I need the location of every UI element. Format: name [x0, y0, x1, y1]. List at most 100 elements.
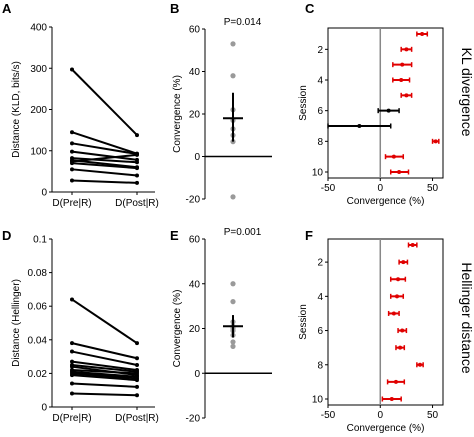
panel-a-pair-line — [71, 153, 138, 163]
panel-f-session-mean — [400, 328, 405, 333]
panel-b-data-point — [230, 194, 236, 200]
panel-c-session-mean — [397, 170, 402, 174]
panel-label-b: B — [170, 1, 179, 16]
panel-f-y-tick-label: 8 — [317, 360, 323, 371]
panel-d-pair-line — [71, 392, 138, 397]
panel-d-pair-line — [71, 374, 138, 382]
panel-d-pair-line — [71, 350, 138, 366]
panel-f-session-mean — [393, 379, 398, 384]
panel-d-pre-point — [70, 373, 74, 378]
panel-d-y-tick-label: 0.06 — [28, 302, 48, 313]
panel-f-x-tick-label: 50 — [427, 410, 439, 421]
panel-b-y-tick-label: 0 — [194, 152, 200, 163]
panel-d-pair-line — [71, 360, 138, 372]
panel-c-x-tick-label: 50 — [427, 183, 439, 194]
panel-d-post-point — [135, 371, 139, 376]
panel-b-data-point — [230, 41, 236, 47]
panel-f-session-mean — [391, 311, 396, 316]
panel-d-x-tick-label: D(Pre|R) — [52, 413, 91, 424]
panel-label-d: D — [2, 228, 11, 243]
panel-a-pre-point — [70, 161, 74, 166]
panel-c-y-tick-label: 8 — [317, 137, 323, 148]
panel-c-session-mean — [357, 124, 362, 128]
panel-f-y-tick-label: 10 — [312, 395, 324, 406]
panel-c-session-mean — [433, 139, 438, 144]
panel-f-session-mean — [410, 243, 415, 247]
panel-c-y-tick-label: 10 — [312, 168, 324, 179]
panel-a-post-point — [135, 152, 139, 157]
panel-d-chart: 0 0.02 0.04 0.06 0.08 0.1 D(Pre|R) D(Post|R) Dis… — [11, 235, 159, 425]
panel-e-y-tick-label: 40 — [189, 279, 201, 290]
panel-d-pair-line — [71, 382, 138, 388]
panel-d-pair-line — [71, 364, 138, 373]
panel-f-session-mean — [389, 397, 394, 401]
panel-f-y-tick-label: 2 — [317, 258, 323, 269]
panel-a-y-tick-label: 100 — [30, 146, 47, 157]
panel-d-pre-point — [70, 381, 74, 386]
panel-e-y-tick-label: -20 — [186, 414, 201, 425]
panel-b-data-point — [230, 73, 236, 79]
panel-d-pre-point — [70, 297, 74, 302]
panel-c-session-mean — [386, 108, 391, 113]
panel-a-pre-point — [70, 67, 74, 72]
panel-a-y-tick-label: 0 — [41, 188, 47, 199]
panel-e-data-point — [230, 339, 236, 345]
panel-d-pre-point — [70, 391, 74, 396]
panel-a-y-tick-label: 200 — [30, 105, 47, 116]
panel-f-y-tick-label: 6 — [317, 326, 323, 337]
panel-label-e: E — [170, 228, 179, 243]
panel-f-y-tick-label: 4 — [317, 292, 323, 303]
panel-b-y-tick-label: 60 — [189, 25, 201, 36]
panel-a-x-tick-label: D(Post|R) — [115, 198, 159, 209]
panel-d-pre-point — [70, 359, 74, 364]
panel-e-p-value: P=0.001 — [224, 227, 262, 238]
panel-d-post-point — [135, 378, 139, 383]
panel-a-pre-point — [70, 130, 74, 135]
panel-e-y-axis-label: Convergence (%) — [172, 290, 183, 368]
panel-d-x-tick-label: D(Post|R) — [115, 413, 159, 424]
panel-d-y-tick-label: 0.1 — [33, 235, 47, 246]
panel-b-y-tick-label: 20 — [189, 110, 201, 121]
panel-d-y-tick-label: 0 — [41, 403, 47, 414]
panel-c-frame — [327, 27, 444, 179]
panel-c-session-mean — [399, 78, 404, 82]
panel-a-post-point — [135, 133, 139, 138]
panel-a-pair-line — [71, 150, 138, 161]
panel-a-post-point — [135, 160, 139, 165]
panel-c-session-mean — [404, 93, 409, 98]
panel-d-pre-point — [70, 341, 74, 346]
panel-e-data-point — [230, 343, 236, 349]
panel-d-y-axis-label: Distance (Hellinger) — [11, 279, 22, 367]
panel-d-post-point — [135, 356, 139, 361]
panel-a-post-point — [135, 166, 139, 171]
panel-d-post-point — [135, 393, 139, 398]
panel-b-y-axis-label: Convergence (%) — [172, 75, 183, 153]
panel-label-a: A — [2, 1, 12, 16]
panel-f-frame — [327, 238, 444, 406]
panel-f-session-mean — [401, 260, 406, 265]
panel-d-pair-line — [71, 298, 138, 344]
panel-c-y-tick-label: 4 — [317, 76, 323, 87]
panel-d-post-point — [135, 384, 139, 389]
panel-d-post-point — [135, 363, 139, 367]
panel-c-x-tick-label: -50 — [321, 183, 336, 194]
panel-b-y-tick-label: -20 — [186, 195, 201, 206]
panel-e-data-point — [230, 281, 236, 287]
panel-a-pair-line — [71, 157, 138, 164]
panel-a-pair-line — [71, 159, 138, 169]
panel-a-post-point — [135, 173, 139, 178]
panel-a-pre-point — [70, 178, 74, 183]
panel-b-y-tick-label: 40 — [189, 67, 201, 78]
panel-c-x-axis-label: Convergence (%) — [347, 196, 425, 207]
panel-a-chart: 0 100 200 300 400 D(Pre|R) D(Post|R) Distance (… — [11, 23, 159, 210]
panel-e-y-tick-label: 20 — [189, 324, 201, 335]
panel-e-data-point — [230, 299, 236, 305]
panel-e-chart: -20 0 20 40 60 P=0.001 Convergence (%) — [172, 227, 272, 425]
panel-e-y-tick-label: 0 — [194, 369, 200, 380]
panel-d-y-tick-label: 0.04 — [28, 335, 48, 346]
panel-f-y-axis-label: Session — [298, 304, 309, 340]
panel-d-pre-point — [70, 364, 74, 369]
panel-f-session-mean — [395, 294, 399, 299]
panel-c-session-mean — [391, 154, 396, 159]
